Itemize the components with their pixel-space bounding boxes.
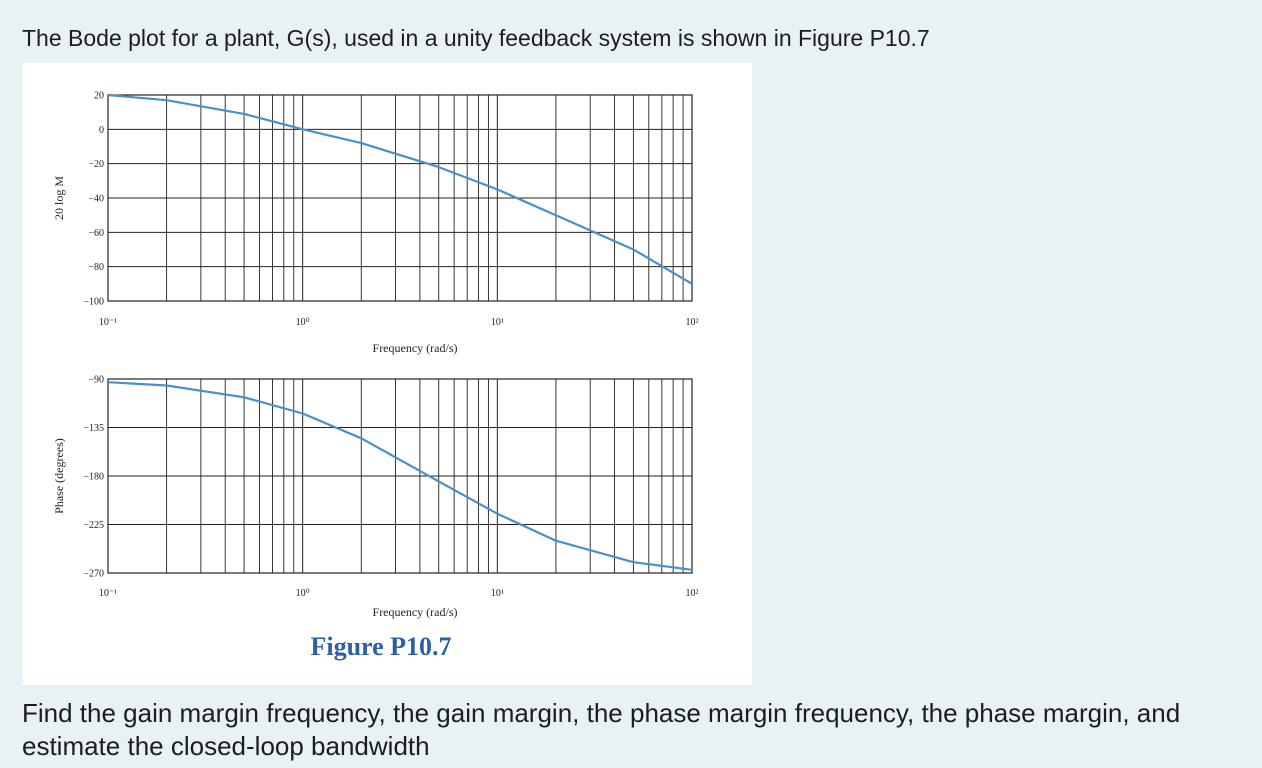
x-axis-label: Frequency (rad/s) — [373, 341, 458, 355]
y-tick-label: −90 — [88, 375, 104, 386]
series-line-2 — [107, 381, 693, 571]
plot-frame — [107, 94, 693, 302]
question-intro: The Bode plot for a plant, G(s), used in… — [22, 25, 930, 51]
x-tick-label: 10¹ — [491, 317, 504, 328]
series-line-1 — [107, 93, 693, 285]
y-tick-label: −100 — [83, 297, 104, 308]
question-task: Find the gain margin frequency, the gain… — [22, 698, 1181, 761]
y-tick-label: −40 — [88, 194, 104, 205]
y-tick-label: −135 — [83, 423, 104, 434]
x-tick-label: 10² — [686, 588, 699, 599]
x-tick-label: 10¹ — [491, 588, 504, 599]
y-tick-label: −225 — [83, 520, 104, 531]
x-tick-label: 10⁰ — [296, 588, 310, 599]
plot-frame — [107, 378, 693, 574]
x-tick-label: 10⁻¹ — [99, 317, 117, 328]
y-axis-label: 20 log M — [52, 176, 66, 220]
y-tick-label: 20 — [94, 91, 104, 102]
y-tick-label: −20 — [88, 159, 104, 170]
y-axis-label: Phase (degrees) — [52, 438, 66, 514]
x-tick-label: 10⁰ — [296, 317, 310, 328]
bode-plot: 20 0 −20 −40 −60 −80 −100 10⁻¹ 10⁰ 10¹ 10² Frequenc… — [52, 91, 699, 662]
y-tick-label: 0 — [99, 125, 104, 136]
plot-panel-2: −90 −135 −180 −225 −270 10⁻¹ 10⁰ 10¹ 10² Frequenc… — [52, 375, 699, 620]
figure-panel: 20 0 −20 −40 −60 −80 −100 10⁻¹ 10⁰ 10¹ 10² Frequenc… — [23, 63, 752, 685]
y-tick-label: −60 — [88, 228, 104, 239]
y-tick-label: −270 — [83, 569, 104, 580]
figure-caption: Figure P10.7 — [310, 632, 451, 661]
x-tick-label: 10² — [686, 317, 699, 328]
plot-panel-1: 20 0 −20 −40 −60 −80 −100 10⁻¹ 10⁰ 10¹ 10² Frequenc… — [52, 91, 699, 356]
y-tick-label: −80 — [88, 262, 104, 273]
y-tick-label: −180 — [83, 472, 104, 483]
x-tick-label: 10⁻¹ — [99, 588, 117, 599]
x-axis-label: Frequency (rad/s) — [373, 605, 458, 619]
